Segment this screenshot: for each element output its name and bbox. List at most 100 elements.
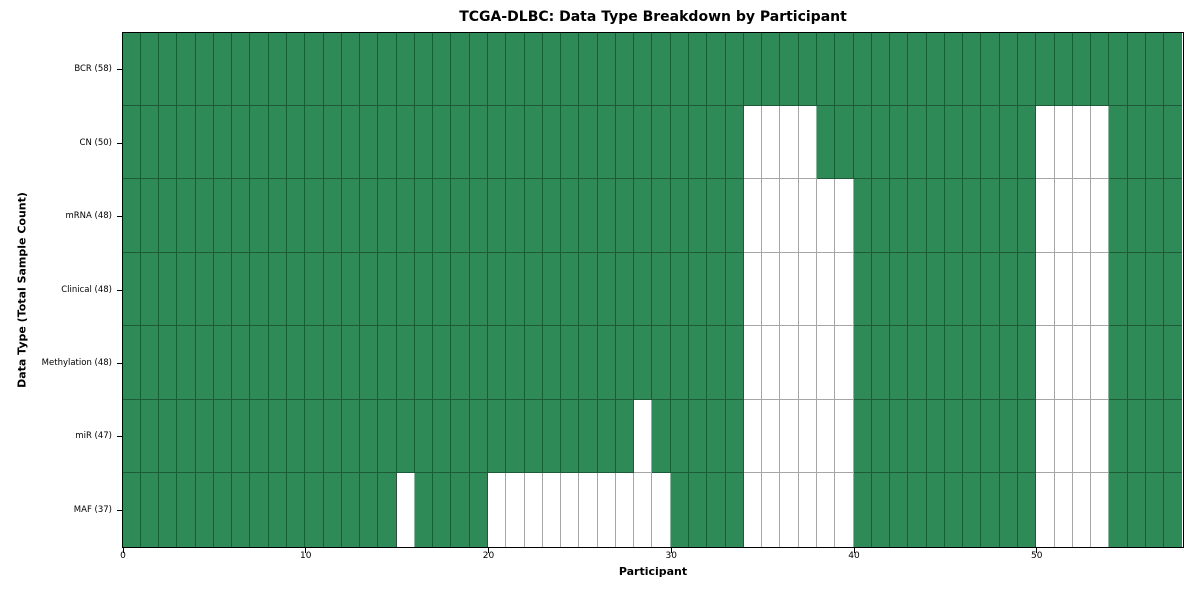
heatmap-cell-MAF-p35 xyxy=(762,473,781,547)
heatmap-cell-Clinical-p21 xyxy=(506,252,525,327)
heatmap-cell-BCR-p34 xyxy=(743,32,763,106)
heatmap-cell-CN-p45 xyxy=(944,105,964,180)
heatmap-cell-CN-p43 xyxy=(908,105,927,180)
heatmap-cell-Methylation-p36 xyxy=(780,326,799,400)
heatmap-cell-miR-p5 xyxy=(213,399,233,474)
heatmap-cell-CN-p47 xyxy=(981,105,1000,180)
heatmap-cell-mRNA-p10 xyxy=(305,179,324,253)
heatmap-cell-Methylation-p37 xyxy=(798,326,817,400)
x-tick-mark xyxy=(853,548,855,553)
heatmap-cell-Methylation-p57 xyxy=(1164,326,1183,400)
heatmap-cell-BCR-p28 xyxy=(634,32,653,106)
heatmap-cell-CN-p1 xyxy=(140,105,160,180)
y-tick-label-mRNA: mRNA (48) xyxy=(65,211,112,222)
heatmap-cell-miR-p21 xyxy=(506,399,525,474)
heatmap-cell-MAF-p15 xyxy=(396,473,415,547)
heatmap-cell-BCR-p10 xyxy=(305,32,324,106)
heatmap-cell-mRNA-p19 xyxy=(469,179,489,253)
heatmap-cell-Methylation-p17 xyxy=(433,326,452,400)
heatmap-cell-MAF-p23 xyxy=(542,473,562,547)
heatmap-cell-BCR-p11 xyxy=(323,32,342,106)
heatmap-cell-Clinical-p47 xyxy=(981,252,1000,327)
heatmap-cell-Clinical-p1 xyxy=(140,252,160,327)
heatmap-cell-MAF-p44 xyxy=(926,473,945,547)
heatmap-cell-MAF-p28 xyxy=(634,473,653,547)
x-tick-label-10: 10 xyxy=(300,551,312,561)
heatmap-cell-mRNA-p0 xyxy=(122,179,141,253)
heatmap-cell-BCR-p51 xyxy=(1054,32,1073,106)
heatmap-cell-miR-p50 xyxy=(1036,399,1055,474)
heatmap-cell-CN-p30 xyxy=(670,105,690,180)
heatmap-cell-BCR-p0 xyxy=(122,32,141,106)
heatmap-cell-CN-p27 xyxy=(615,105,635,180)
heatmap-cell-miR-p3 xyxy=(177,399,196,474)
heatmap-cell-CN-p57 xyxy=(1164,105,1183,180)
heatmap-cell-CN-p25 xyxy=(579,105,598,180)
heatmap-cell-CN-p10 xyxy=(305,105,324,180)
heatmap-cell-MAF-p30 xyxy=(670,473,690,547)
heatmap-grid xyxy=(122,32,1183,547)
heatmap-cell-mRNA-p12 xyxy=(341,179,361,253)
heatmap-cell-Methylation-p41 xyxy=(871,326,891,400)
heatmap-cell-BCR-p40 xyxy=(853,32,872,106)
heatmap-cell-Methylation-p8 xyxy=(268,326,287,400)
heatmap-cell-CN-p7 xyxy=(250,105,269,180)
heatmap-cell-MAF-p42 xyxy=(890,473,909,547)
heatmap-cell-CN-p34 xyxy=(743,105,763,180)
heatmap-cell-Methylation-p21 xyxy=(506,326,525,400)
heatmap-cell-mRNA-p41 xyxy=(871,179,891,253)
heatmap-cell-Clinical-p31 xyxy=(689,252,708,327)
heatmap-cell-Methylation-p42 xyxy=(890,326,909,400)
heatmap-cell-Clinical-p33 xyxy=(725,252,744,327)
heatmap-cell-CN-p44 xyxy=(926,105,945,180)
heatmap-cell-Clinical-p17 xyxy=(433,252,452,327)
heatmap-cell-Clinical-p14 xyxy=(378,252,397,327)
heatmap-cell-miR-p54 xyxy=(1109,399,1128,474)
heatmap-cell-MAF-p27 xyxy=(615,473,635,547)
heatmap-cell-miR-p46 xyxy=(963,399,982,474)
heatmap-cell-mRNA-p35 xyxy=(762,179,781,253)
heatmap-cell-miR-p15 xyxy=(396,399,415,474)
heatmap-cell-mRNA-p30 xyxy=(670,179,690,253)
heatmap-cell-BCR-p31 xyxy=(689,32,708,106)
heatmap-cell-Methylation-p49 xyxy=(1018,326,1037,400)
heatmap-cell-Clinical-p27 xyxy=(615,252,635,327)
heatmap-cell-miR-p25 xyxy=(579,399,598,474)
heatmap-cell-CN-p46 xyxy=(963,105,982,180)
heatmap-cell-mRNA-p25 xyxy=(579,179,598,253)
heatmap-cell-CN-p20 xyxy=(488,105,507,180)
heatmap-cell-mRNA-p46 xyxy=(963,179,982,253)
heatmap-cell-mRNA-p40 xyxy=(853,179,872,253)
heatmap-cell-Clinical-p4 xyxy=(195,252,214,327)
heatmap-cell-BCR-p33 xyxy=(725,32,744,106)
heatmap-cell-CN-p39 xyxy=(835,105,854,180)
heatmap-cell-MAF-p19 xyxy=(469,473,489,547)
heatmap-cell-mRNA-p13 xyxy=(360,179,379,253)
y-tick-label-CN: CN (50) xyxy=(79,137,112,148)
heatmap-cell-Methylation-p18 xyxy=(451,326,470,400)
y-tick-label-MAF: MAF (37) xyxy=(73,504,112,515)
heatmap-cell-CN-p49 xyxy=(1018,105,1037,180)
heatmap-cell-BCR-p5 xyxy=(213,32,233,106)
heatmap-cell-BCR-p2 xyxy=(159,32,178,106)
heatmap-cell-MAF-p54 xyxy=(1109,473,1128,547)
heatmap-cell-mRNA-p14 xyxy=(378,179,397,253)
heatmap-cell-mRNA-p27 xyxy=(615,179,635,253)
heatmap-cell-MAF-p47 xyxy=(981,473,1000,547)
heatmap-cell-mRNA-p24 xyxy=(561,179,580,253)
heatmap-cell-Methylation-p6 xyxy=(232,326,251,400)
heatmap-cell-CN-p42 xyxy=(890,105,909,180)
x-tick-mark xyxy=(122,548,124,553)
heatmap-cell-Methylation-p19 xyxy=(469,326,489,400)
x-tick-label-30: 30 xyxy=(665,551,677,561)
heatmap-cell-CN-p54 xyxy=(1109,105,1128,180)
heatmap-cell-Methylation-p54 xyxy=(1109,326,1128,400)
heatmap-cell-miR-p39 xyxy=(835,399,854,474)
heatmap-cell-mRNA-p31 xyxy=(689,179,708,253)
heatmap-cell-miR-p36 xyxy=(780,399,799,474)
heatmap-cell-miR-p51 xyxy=(1054,399,1073,474)
x-axis-label: Participant xyxy=(618,565,688,578)
heatmap-cell-Clinical-p3 xyxy=(177,252,196,327)
heatmap-cell-MAF-p31 xyxy=(689,473,708,547)
heatmap-cell-Methylation-p52 xyxy=(1072,326,1092,400)
